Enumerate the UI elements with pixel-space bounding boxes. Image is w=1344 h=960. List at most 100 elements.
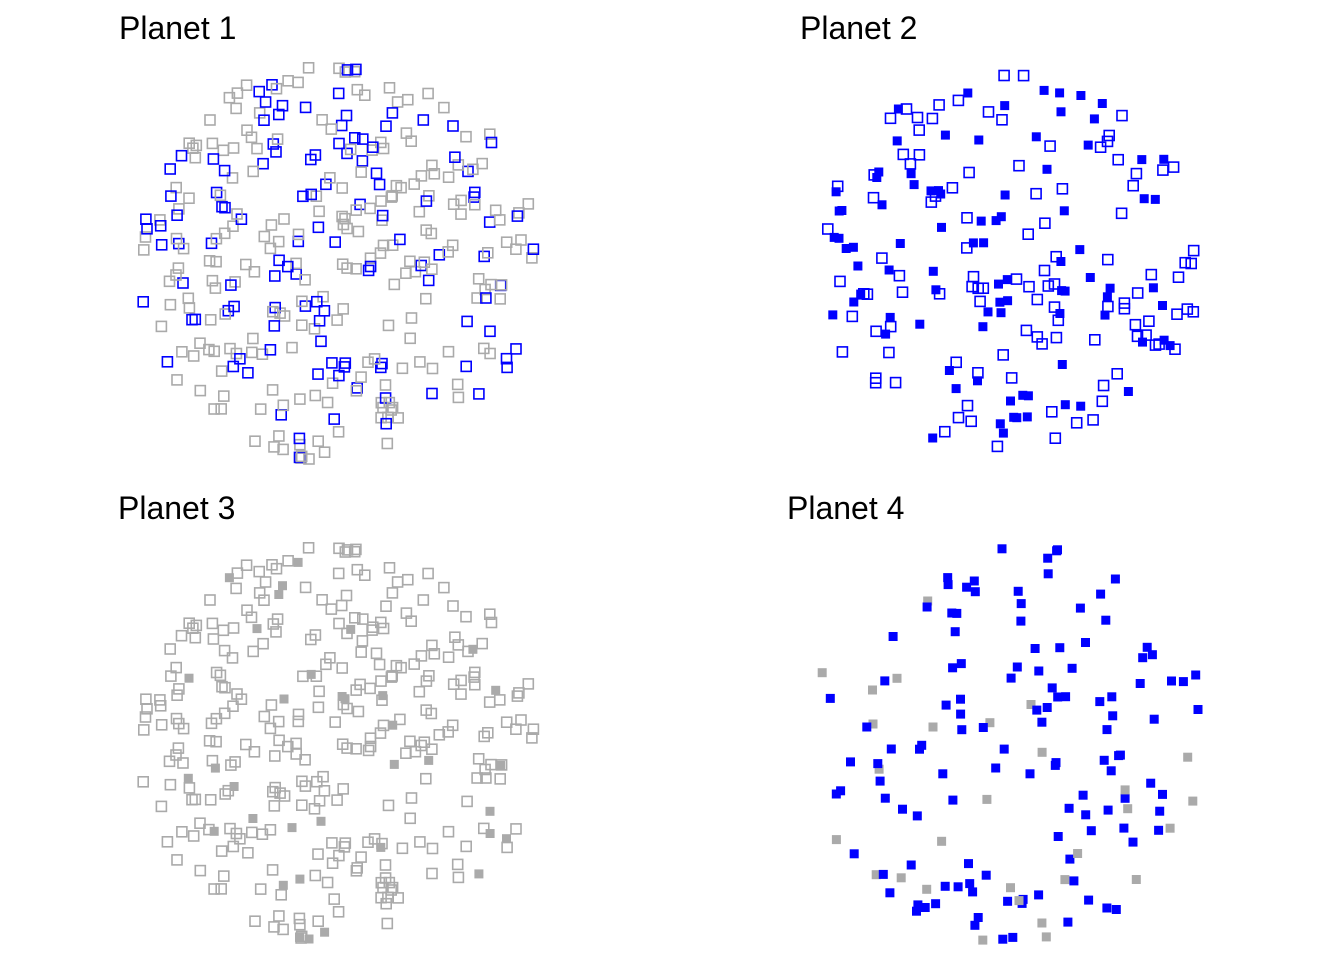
scatter-point — [155, 239, 168, 251]
scatter-point — [1060, 875, 1070, 885]
scatter-point — [841, 244, 851, 253]
scatter-point — [1047, 683, 1057, 693]
scatter-point — [1075, 245, 1085, 255]
scatter-point — [452, 391, 465, 404]
scatter-point — [1157, 164, 1169, 176]
scatter-point — [951, 384, 961, 394]
scatter-point — [165, 670, 177, 682]
scatter-point — [846, 757, 855, 767]
scatter-point — [400, 267, 412, 280]
scatter-point — [312, 915, 325, 928]
scatter-point — [1056, 107, 1066, 117]
scatter-point — [426, 387, 438, 400]
scatter-point — [355, 371, 367, 383]
scatter-point — [408, 658, 421, 670]
scatter-point — [880, 676, 890, 686]
scatter-point — [1009, 412, 1019, 422]
scatter-point — [310, 775, 323, 788]
scatter-point — [438, 581, 450, 594]
scatter-point — [332, 87, 345, 100]
scatter-point — [292, 708, 305, 721]
scatter-point — [1102, 300, 1114, 313]
scatter-point — [928, 433, 938, 443]
scatter-point — [303, 453, 315, 465]
scatter-point — [404, 735, 416, 748]
scatter-point — [931, 899, 941, 909]
scatter-point — [1039, 217, 1051, 229]
scatter-point — [995, 297, 1005, 307]
scatter-point — [268, 270, 281, 282]
scatter-point — [1000, 101, 1010, 111]
scatter-point — [995, 419, 1005, 429]
scatter-point — [447, 198, 460, 210]
scatter-point — [395, 661, 407, 674]
scatter-point — [1030, 187, 1042, 200]
scatter-point — [1041, 932, 1051, 942]
scatter-point — [335, 119, 348, 132]
scatter-point — [493, 214, 506, 226]
scatter-point — [467, 163, 479, 176]
scatter-point — [915, 319, 925, 329]
scatter-point — [248, 814, 258, 823]
scatter-point — [279, 694, 289, 704]
scatter-point — [1057, 360, 1067, 369]
scatter-point — [922, 884, 932, 894]
scatter-point — [339, 212, 351, 225]
scatter-point — [206, 617, 219, 630]
scatter-point — [468, 186, 481, 199]
scatter-point — [1143, 315, 1155, 328]
scatter-point — [139, 711, 152, 723]
scatter-point — [471, 772, 483, 784]
scatter-point — [1120, 793, 1130, 803]
scatter-point — [326, 837, 338, 849]
scatter-point — [386, 587, 399, 599]
scatter-point — [1063, 917, 1073, 927]
scatter-point — [1123, 804, 1133, 814]
scatter-point — [904, 158, 917, 170]
scatter-point — [1081, 810, 1091, 820]
scatter-point — [252, 624, 262, 634]
scatter-point — [241, 124, 253, 136]
scatter-point — [452, 159, 465, 171]
scatter-point — [278, 581, 287, 591]
scatter-point — [1110, 574, 1120, 584]
scatter-point — [831, 835, 841, 845]
scatter-point — [293, 432, 306, 445]
scatter-point — [350, 742, 362, 755]
scatter-point — [426, 842, 439, 855]
scatter-point — [217, 624, 230, 637]
scatter-point — [170, 712, 183, 725]
scatter-point — [366, 141, 379, 153]
scatter-point — [215, 365, 228, 377]
scatter-point — [299, 753, 311, 766]
scatter-point — [977, 282, 990, 295]
scatter-point — [241, 604, 253, 617]
scatter-point — [922, 602, 932, 612]
scatter-point — [352, 225, 365, 238]
scatter-point — [177, 242, 190, 255]
scatter-point — [892, 136, 902, 146]
scatter-point — [978, 723, 988, 732]
scatter-point — [483, 128, 496, 140]
scatter-point — [1185, 257, 1197, 270]
scatter-point — [141, 223, 153, 235]
scatter-point — [336, 662, 349, 674]
scatter-point — [293, 557, 303, 567]
scatter-point — [368, 353, 381, 365]
scatter-point — [926, 186, 936, 196]
scatter-point — [1078, 790, 1088, 800]
scatter-point — [925, 196, 938, 208]
scatter-point — [1183, 752, 1193, 762]
scatter-point — [312, 435, 325, 448]
scatter-point — [316, 593, 328, 606]
scatter-point — [1005, 372, 1018, 384]
scatter-point — [333, 369, 345, 382]
scatter-point — [154, 220, 167, 232]
scatter-point — [385, 884, 398, 896]
scatter-point — [1048, 301, 1061, 313]
scatter-point — [320, 927, 330, 937]
scatter-point — [950, 356, 963, 369]
scatter-point — [230, 582, 242, 595]
scatter-point — [1103, 129, 1115, 142]
scatter-point — [460, 610, 472, 623]
